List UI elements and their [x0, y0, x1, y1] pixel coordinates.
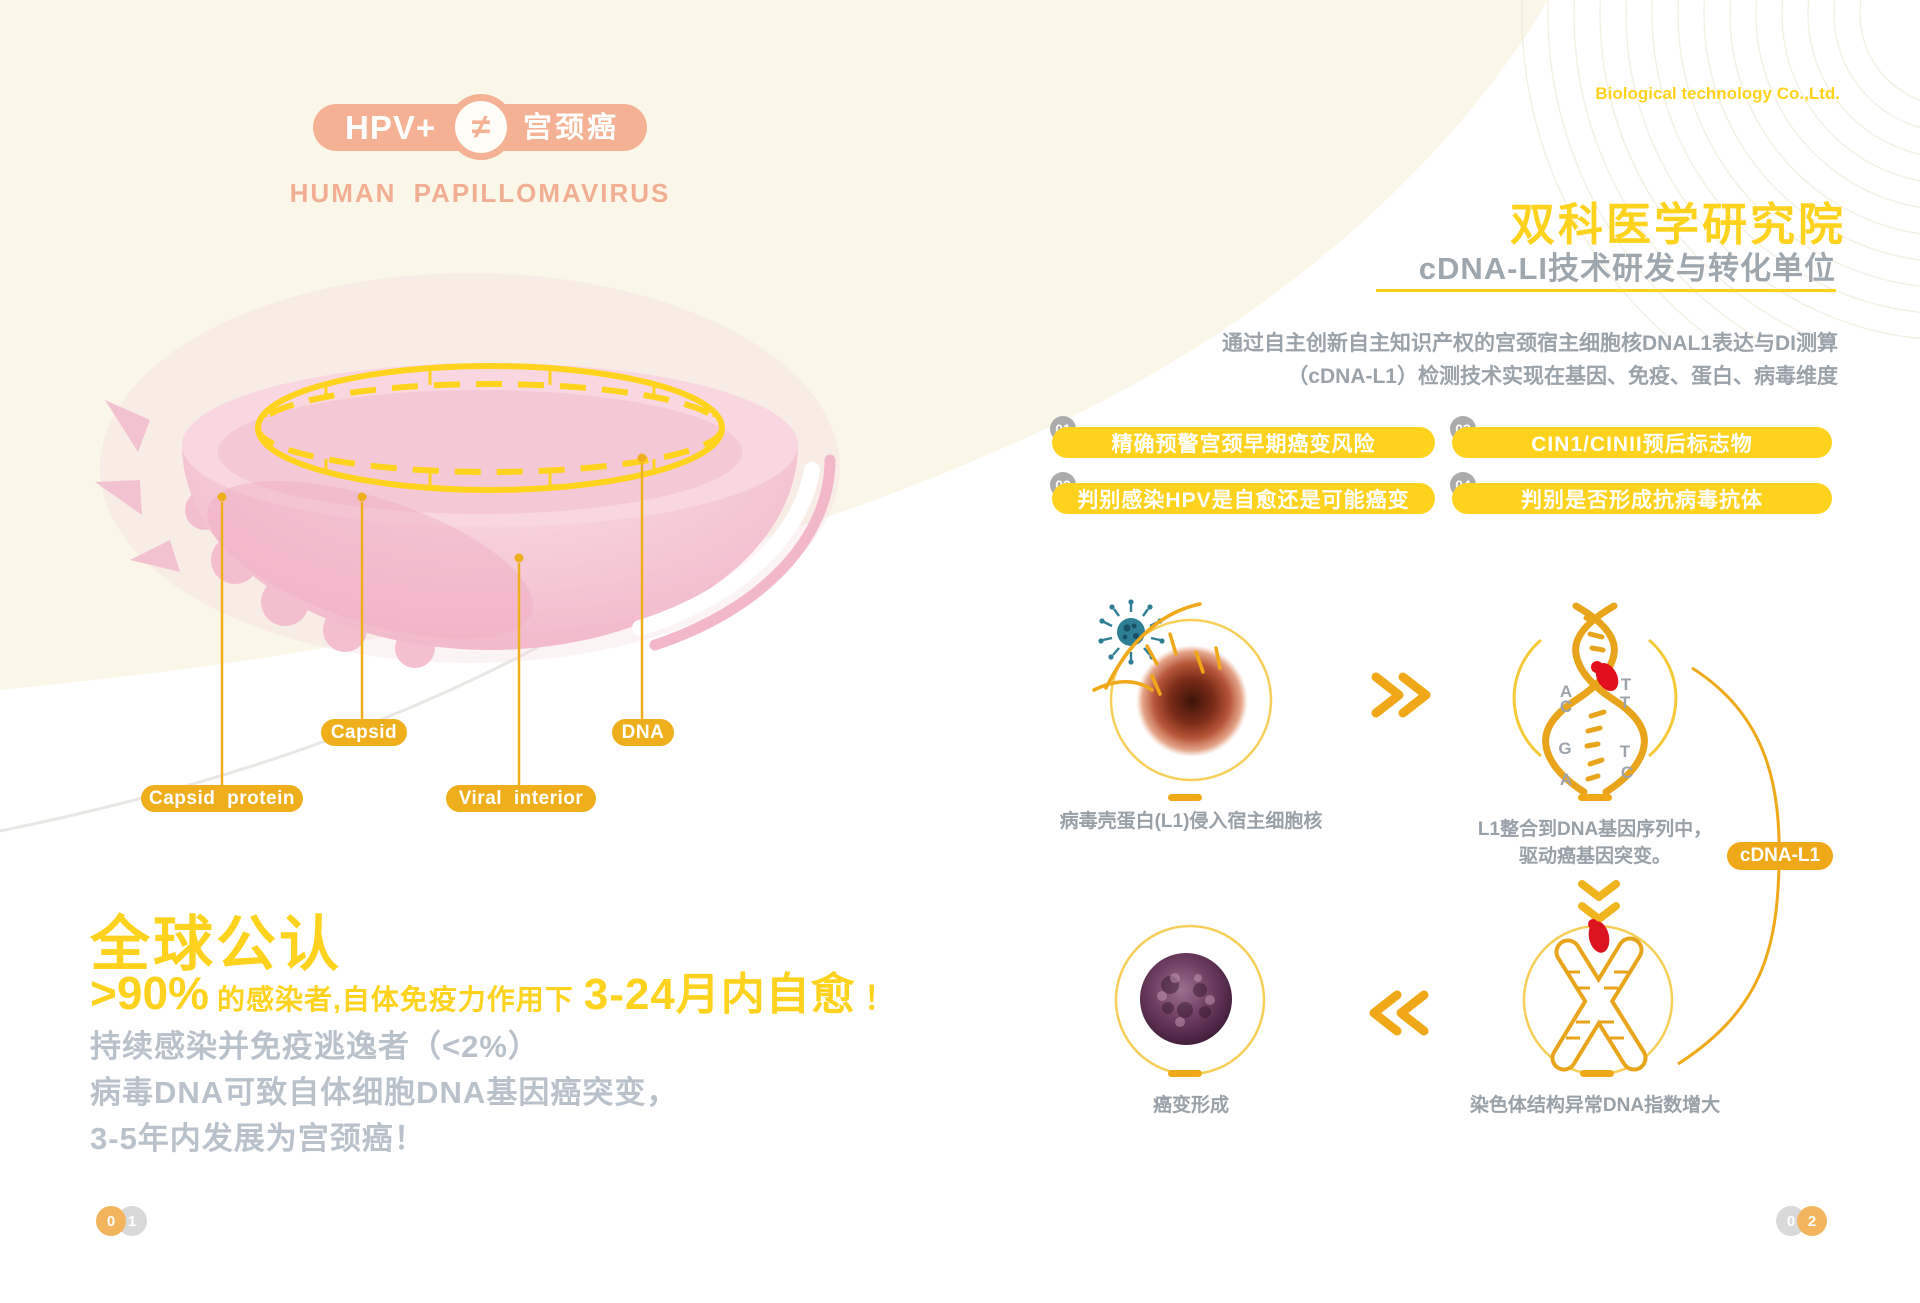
page-number-left: 0 1 [96, 1206, 147, 1236]
svg-text:T: T [1620, 693, 1631, 712]
paragraph-line: 持续感染并免疫逃逸者（<2%） [90, 1029, 540, 1064]
svg-text:A: A [1560, 682, 1572, 701]
hpv-not-equal-cancer-badge: HPV+ ≠ 宫颈癌 [313, 94, 647, 160]
feature-banner-1: 精确预警宫颈早期癌变风险 [1052, 427, 1435, 458]
capsid-spikes [95, 400, 180, 572]
arrow-down-icon [1578, 880, 1620, 923]
persistent-infection-paragraph: 持续感染并免疫逃逸者（<2%） 病毒DNA可致自体细胞DNA基因癌突变， 3-5… [90, 1024, 678, 1162]
feature-banner-3: CIN1/CINII预后标志物 [1452, 427, 1832, 458]
step-dashes [1168, 794, 1614, 1077]
cell-nucleus-icon [1136, 645, 1248, 757]
svg-text:C: C [1560, 697, 1572, 716]
feature-banner-4: 判别是否形成抗病毒抗体 [1452, 483, 1832, 514]
not-equal-icon: ≠ [448, 94, 514, 160]
flow-step3-caption: 癌变形成 [1152, 1095, 1229, 1116]
arrow-left-icon [1369, 990, 1429, 1036]
flow-circle-virus-cell [1092, 599, 1273, 782]
viral-interior-label: Viral interior [446, 785, 596, 812]
chromosome-icon [1550, 919, 1648, 1072]
arrow-right-icon [1371, 672, 1431, 718]
intro-line: 通过自主创新自主知识产权的宫颈宿主细胞核DNAL1表达与DI测算 [1221, 332, 1838, 355]
corner-arcs-decoration [1521, 0, 1920, 340]
paragraph-line: 3-5年内发展为宫颈癌！ [90, 1121, 426, 1156]
paragraph-line: 病毒DNA可致自体细胞DNA基因癌突变， [90, 1075, 679, 1110]
stat-duration-text: 3-24月内自愈 [583, 970, 856, 1019]
global-consensus-headline: 全球公认 [90, 911, 342, 978]
page-number-right: 0 2 [1776, 1206, 1827, 1236]
flow-step2-caption: L1整合到DNA基因序列中， 驱动癌基因突变。 [1430, 816, 1760, 870]
flow-step2-line: 驱动癌基因突变。 [1518, 846, 1671, 867]
intro-line: （cDNA-L1）检测技术实现在基因、免疫、蛋白、病毒维度 [1287, 365, 1838, 388]
self-healing-stat: >90% 的感染者,自体免疫力作用下 3-24月内自愈 ！ [90, 958, 896, 1022]
feature-banner-2: 判别感染HPV是自愈还是可能癌变 [1052, 483, 1435, 514]
cervical-cancer-label: 宫颈癌 [522, 112, 619, 144]
subtitle-underline [1376, 289, 1836, 292]
svg-text:C: C [1621, 763, 1633, 782]
stat-exclamation: ！ [863, 980, 896, 1016]
flow-circle-dna: A C G A T T T C [1512, 602, 1678, 796]
capsid-protein-label: Capsid protein [141, 785, 303, 812]
stat-percentage: >90% [90, 967, 209, 1019]
dna-ring [255, 363, 725, 493]
stat-middle-text: 的感染者,自体免疫力作用下 [216, 984, 574, 1015]
dna-helix-icon [1542, 602, 1648, 796]
mutation-icon [1591, 661, 1619, 692]
hpv-subtitle: HUMAN PAPILLOMAVIRUS [289, 178, 671, 208]
svg-text:A: A [1560, 770, 1572, 789]
dna-label: DNA [612, 719, 674, 746]
svg-text:T: T [1620, 742, 1631, 761]
intro-paragraph: 通过自主创新自主知识产权的宫颈宿主细胞核DNAL1表达与DI测算 （cDNA-L… [1196, 327, 1838, 393]
hpv-label: HPV+ [345, 109, 437, 146]
flow-step2-line: L1整合到DNA基因序列中， [1477, 819, 1713, 840]
svg-text:G: G [1558, 739, 1571, 758]
invasion-motion-lines [1092, 602, 1222, 696]
flow-circle-cancer-cell [1114, 924, 1266, 1076]
company-name: Biological technology Co.,Ltd. [1595, 84, 1840, 103]
dna-base-letters: A C G A T T T C [1558, 675, 1633, 789]
cancer-cell-icon [1140, 953, 1232, 1045]
cdna-l1-tag: cDNA-L1 [1727, 842, 1833, 870]
mutation-icon [1588, 919, 1610, 953]
page-number-digit: 0 [96, 1206, 126, 1236]
leader-lines [217, 453, 647, 786]
flow-circle-chromosome [1522, 919, 1674, 1076]
capsid-illustration [95, 273, 840, 786]
flow-step1-caption: 病毒壳蛋白(L1)侵入宿主细胞核 [1059, 811, 1323, 832]
flow-step4-caption: 染色体结构异常DNA指数增大 [1469, 1095, 1721, 1116]
institute-title: 双科医学研究院 [1509, 199, 1846, 250]
svg-text:T: T [1621, 675, 1632, 694]
capsid-label: Capsid [321, 719, 407, 746]
institute-subtitle: cDNA-LI技术研发与转化单位 [1418, 251, 1836, 286]
page-number-digit: 2 [1797, 1206, 1827, 1236]
virus-icon [1098, 599, 1165, 665]
